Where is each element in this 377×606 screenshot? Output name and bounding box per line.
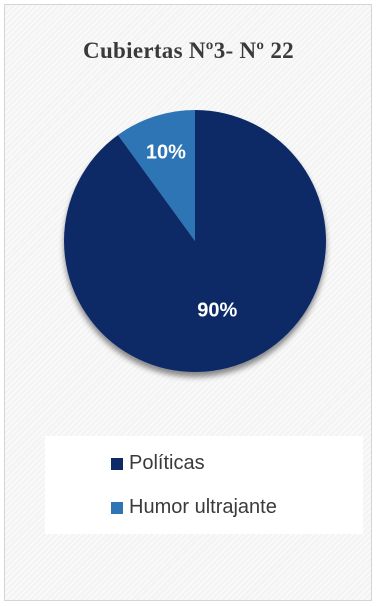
chart-title: Cubiertas Nº3- Nº 22 [83,38,294,63]
legend-item-humor-ultrajante: Humor ultrajante [111,496,277,519]
data-label: 10% [146,141,186,163]
pie-slice-politicas [63,110,326,372]
legend-label: Humor ultrajante [129,496,277,518]
legend-label: Políticas [129,452,205,474]
legend: Políticas Humor ultrajante [45,436,363,534]
legend-swatch [111,457,123,470]
pie-slice-humor-ultrajante [118,110,195,241]
legend-item-politicas: Políticas [111,452,205,475]
data-label: 90% [197,300,237,322]
legend-swatch [111,501,123,514]
